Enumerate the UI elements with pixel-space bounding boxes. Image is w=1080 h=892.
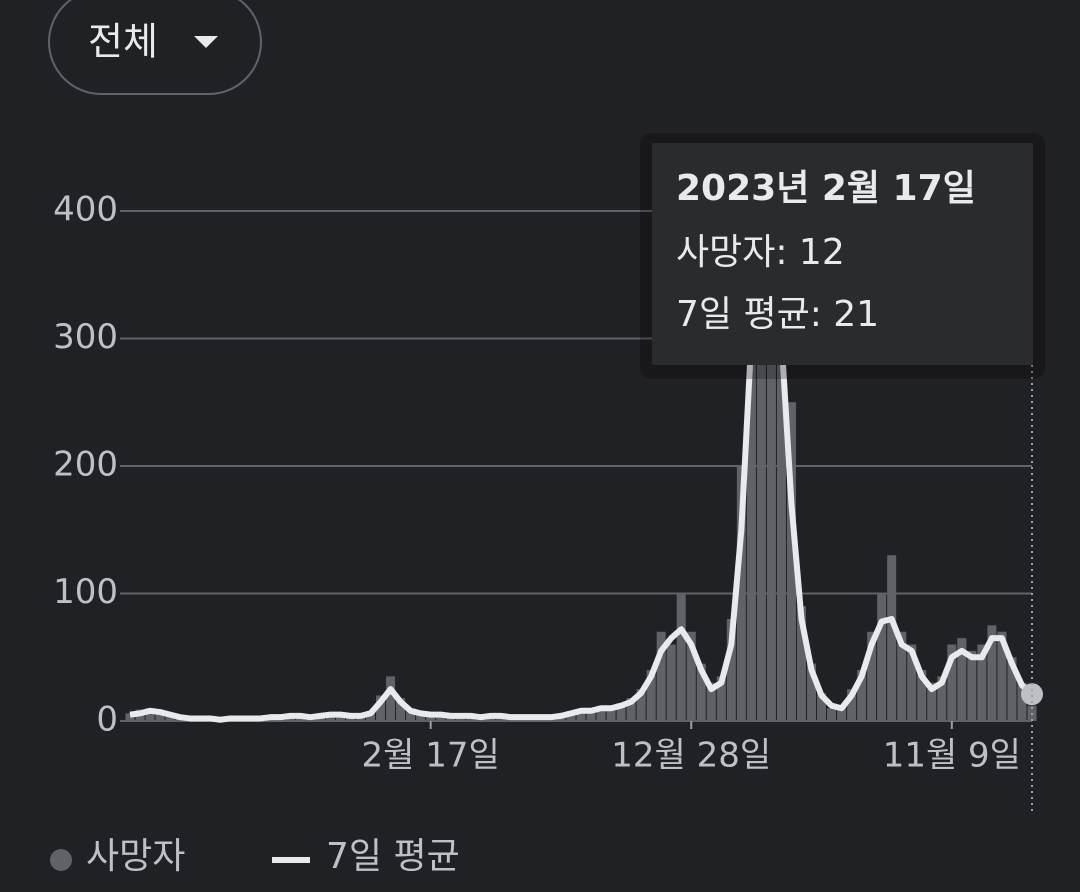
bar bbox=[987, 625, 997, 721]
bar bbox=[786, 402, 796, 721]
bar bbox=[867, 631, 877, 721]
bar bbox=[977, 644, 987, 721]
bar bbox=[927, 682, 937, 721]
bar bbox=[746, 274, 756, 721]
hover-dot bbox=[1021, 683, 1043, 706]
filter-label[interactable]: 전체 bbox=[88, 20, 158, 64]
tooltip-line: 사망자: 12 bbox=[676, 232, 845, 273]
bar bbox=[776, 313, 786, 721]
legend-dot bbox=[50, 849, 72, 871]
bar bbox=[1007, 657, 1017, 721]
bar bbox=[456, 717, 466, 721]
bar bbox=[937, 676, 947, 721]
y-tick-label: 100 bbox=[53, 572, 118, 612]
bar bbox=[897, 631, 907, 721]
tooltip bbox=[652, 143, 1033, 365]
bar bbox=[676, 593, 686, 721]
y-tick-label: 300 bbox=[53, 317, 118, 357]
y-tick-label: 0 bbox=[96, 700, 118, 740]
bar bbox=[335, 715, 345, 721]
bar bbox=[957, 638, 967, 721]
bar bbox=[726, 619, 736, 721]
bar bbox=[576, 709, 586, 721]
bar bbox=[155, 713, 165, 721]
bar bbox=[356, 717, 366, 721]
avg-line bbox=[129, 233, 1034, 723]
x-tick-label: 11월 9일 bbox=[883, 736, 1021, 776]
filter-button[interactable] bbox=[48, 0, 262, 95]
bar bbox=[736, 466, 746, 721]
bar bbox=[586, 712, 596, 721]
bar bbox=[406, 708, 416, 721]
bar bbox=[145, 708, 155, 721]
bar bbox=[125, 713, 135, 721]
bar bbox=[606, 706, 616, 721]
tooltip-title: 2023년 2월 17일 bbox=[676, 168, 976, 209]
bar bbox=[796, 606, 806, 721]
tooltip-line: 7일 평균: 21 bbox=[676, 294, 879, 335]
bar bbox=[837, 705, 847, 721]
bar bbox=[967, 650, 977, 721]
bar bbox=[646, 670, 656, 721]
bar bbox=[847, 689, 857, 721]
bar bbox=[376, 695, 386, 721]
bar bbox=[807, 663, 817, 721]
y-tick-label: 200 bbox=[53, 445, 118, 485]
x-tick-label: 12월 28일 bbox=[611, 736, 771, 776]
bar bbox=[656, 631, 666, 721]
bar bbox=[756, 185, 766, 721]
bar bbox=[696, 663, 706, 721]
bar bbox=[766, 211, 776, 721]
bar bbox=[817, 692, 827, 721]
bar bbox=[877, 593, 887, 721]
legend-label: 사망자 bbox=[86, 836, 185, 877]
bar bbox=[887, 555, 897, 721]
bar bbox=[857, 670, 867, 721]
bar bbox=[1017, 682, 1027, 721]
bar bbox=[626, 698, 636, 721]
y-tick-label: 400 bbox=[53, 190, 118, 230]
bar bbox=[947, 644, 957, 721]
bar bbox=[636, 689, 646, 721]
bar bbox=[686, 631, 696, 721]
bar bbox=[666, 644, 676, 721]
x-tick-label: 2월 17일 bbox=[362, 736, 500, 776]
bar bbox=[616, 703, 626, 721]
bar bbox=[436, 715, 446, 721]
bar bbox=[596, 705, 606, 721]
legend-label: 7일 평균 bbox=[326, 836, 460, 877]
bar bbox=[917, 670, 927, 721]
bar bbox=[416, 714, 426, 721]
bar bbox=[827, 708, 837, 721]
bar bbox=[396, 698, 406, 721]
bar bbox=[386, 676, 396, 721]
bar bbox=[997, 631, 1007, 721]
dropdown-arrow bbox=[194, 36, 218, 48]
bar bbox=[907, 644, 917, 721]
bar bbox=[716, 676, 726, 721]
bar bbox=[165, 715, 175, 721]
bar bbox=[706, 682, 716, 721]
